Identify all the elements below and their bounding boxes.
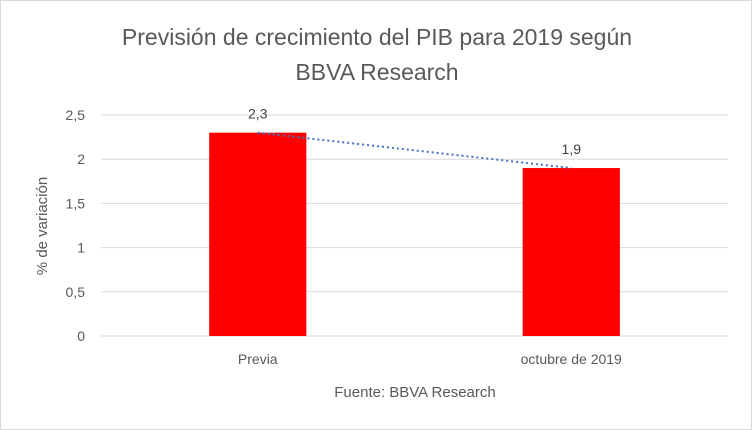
x-tick-label: octubre de 2019 bbox=[521, 351, 622, 367]
y-tick-label: 1 bbox=[77, 240, 85, 256]
y-tick-label: 2 bbox=[77, 151, 85, 167]
chart-title-line-1: Previsión de crecimiento del PIB para 20… bbox=[122, 24, 632, 50]
data-label: 2,3 bbox=[248, 106, 268, 122]
bar bbox=[209, 132, 307, 336]
data-labels: 2,3 1,9 bbox=[248, 106, 581, 157]
y-tick-labels: 0 0,5 1 1,5 2 2,5 bbox=[66, 107, 86, 344]
y-tick-label: 0,5 bbox=[66, 284, 86, 300]
bars bbox=[209, 132, 620, 336]
x-tick-label: Previa bbox=[238, 351, 278, 367]
y-axis-title: % de variación bbox=[34, 177, 51, 275]
gridlines bbox=[101, 114, 728, 337]
x-tick-labels: Previa octubre de 2019 bbox=[238, 351, 622, 367]
bar bbox=[522, 168, 620, 336]
x-axis-title: Fuente: BBVA Research bbox=[334, 384, 495, 401]
y-tick-label: 1,5 bbox=[66, 195, 86, 211]
y-tick-label: 0 bbox=[77, 328, 85, 344]
chart-title-line-2: BBVA Research bbox=[295, 59, 458, 85]
y-tick-label: 2,5 bbox=[66, 107, 86, 123]
data-label: 1,9 bbox=[562, 141, 582, 157]
